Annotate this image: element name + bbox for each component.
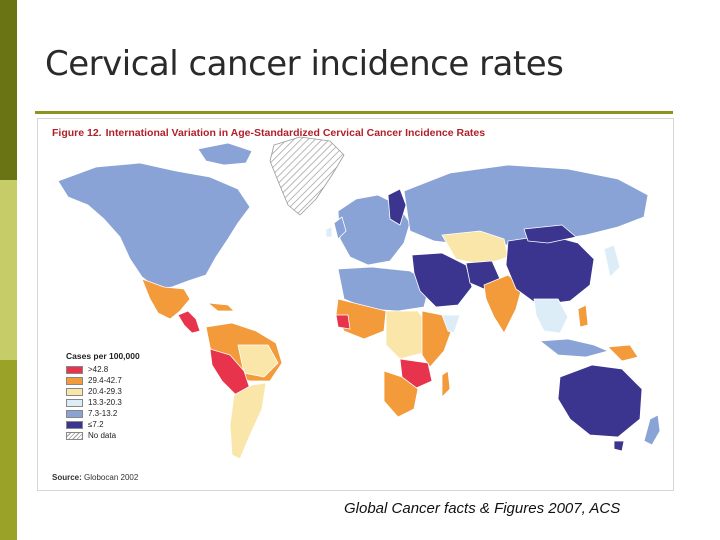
region-north-america bbox=[57, 162, 251, 290]
region-mexico bbox=[141, 278, 191, 320]
legend-swatch bbox=[66, 376, 83, 385]
map-legend: Cases per 100,000 >42.8 29.4-42.7 20.4-2… bbox=[66, 351, 140, 441]
region-indonesia bbox=[539, 338, 609, 358]
region-mongolia bbox=[523, 224, 577, 244]
citation-credit: Global Cancer facts & Figures 2007, ACS bbox=[344, 500, 621, 517]
side-bar-bottom bbox=[0, 360, 17, 540]
legend-item: 7.3-13.2 bbox=[66, 408, 140, 419]
legend-swatch bbox=[66, 398, 83, 407]
legend-item: 20.4-29.3 bbox=[66, 386, 140, 397]
region-japan bbox=[603, 244, 621, 278]
legend-item: >42.8 bbox=[66, 364, 140, 375]
map-figure: Figure 12. International Variation in Age… bbox=[37, 118, 674, 491]
region-arctic-islands bbox=[197, 142, 253, 166]
region-australia bbox=[557, 364, 643, 438]
legend-swatch bbox=[66, 409, 83, 418]
region-southeast-asia bbox=[533, 298, 569, 334]
legend-label: >42.8 bbox=[88, 365, 109, 374]
legend-item: 29.4-42.7 bbox=[66, 375, 140, 386]
region-russia bbox=[403, 164, 649, 246]
slide-title: Cervical cancer incidence rates bbox=[45, 44, 564, 84]
legend-item: ≤7.2 bbox=[66, 419, 140, 430]
legend-swatch bbox=[66, 387, 83, 396]
legend-label: 7.3-13.2 bbox=[88, 409, 118, 418]
legend-label: No data bbox=[88, 431, 117, 440]
region-greenland bbox=[269, 136, 345, 216]
source-label: Source: bbox=[52, 473, 82, 482]
region-caribbean bbox=[207, 302, 235, 312]
legend-label: 20.4-29.3 bbox=[88, 387, 122, 396]
source-value: Globocan 2002 bbox=[84, 473, 139, 482]
region-finland bbox=[387, 188, 407, 226]
legend-item: No data bbox=[66, 430, 140, 441]
region-new-zealand bbox=[643, 414, 661, 446]
region-middle-east bbox=[411, 252, 473, 308]
legend-label: ≤7.2 bbox=[88, 420, 104, 429]
region-india bbox=[483, 274, 523, 334]
region-ireland bbox=[325, 226, 333, 238]
region-tasmania bbox=[613, 440, 625, 452]
region-southern-cone bbox=[229, 382, 267, 460]
region-guinea bbox=[335, 314, 351, 330]
region-brazil bbox=[237, 344, 279, 378]
figure-caption: Figure 12. International Variation in Age… bbox=[52, 127, 485, 139]
legend-swatch bbox=[66, 365, 83, 374]
legend-swatch bbox=[66, 420, 83, 429]
region-madagascar bbox=[441, 370, 451, 398]
figure-source: Source: Globocan 2002 bbox=[52, 473, 138, 482]
region-papua-new-guinea bbox=[607, 344, 639, 362]
region-southern-africa bbox=[383, 370, 419, 418]
legend-label: 29.4-42.7 bbox=[88, 376, 122, 385]
side-bar-top bbox=[0, 0, 17, 180]
figure-number: Figure 12. bbox=[52, 127, 102, 139]
legend-item: 13.3-20.3 bbox=[66, 397, 140, 408]
region-horn-of-africa bbox=[441, 314, 461, 334]
region-central-america bbox=[177, 310, 201, 334]
world-map bbox=[57, 136, 661, 460]
region-uk bbox=[333, 216, 347, 240]
legend-title: Cases per 100,000 bbox=[66, 351, 140, 361]
legend-swatch bbox=[66, 431, 83, 440]
legend-label: 13.3-20.3 bbox=[88, 398, 122, 407]
side-bar-middle bbox=[0, 180, 17, 360]
title-rule bbox=[35, 111, 673, 114]
figure-caption-text: International Variation in Age-Standardi… bbox=[105, 127, 486, 139]
region-philippines bbox=[577, 304, 589, 328]
